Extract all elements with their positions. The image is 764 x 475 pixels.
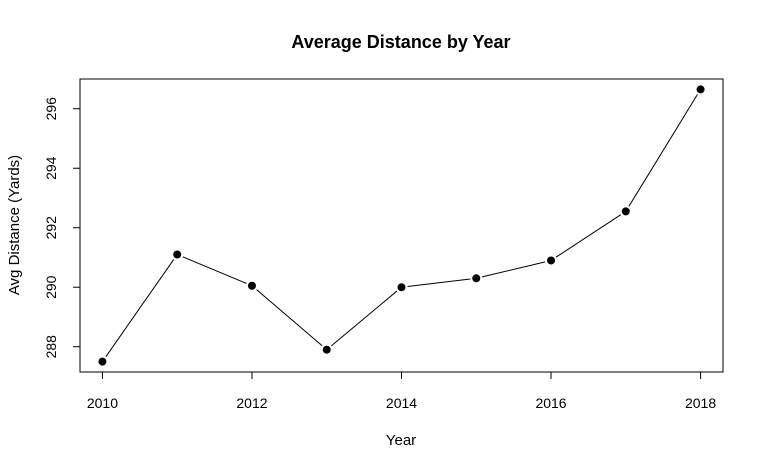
data-point — [472, 274, 481, 283]
plot-area-box — [79, 78, 724, 373]
y-axis-label: Avg Distance (Yards) — [6, 155, 23, 295]
data-point — [98, 357, 107, 366]
series-line-segment — [407, 278, 471, 288]
chart-title: Average Distance by Year — [291, 32, 510, 52]
series-line-segment — [105, 259, 175, 357]
y-tick-label: 288 — [43, 335, 59, 359]
data-point — [397, 283, 406, 292]
series-group — [98, 85, 705, 366]
x-tick-label: 2014 — [386, 395, 417, 411]
series-line-segment — [256, 289, 323, 347]
y-axis: 288 290 292 294 296 — [43, 97, 81, 359]
x-axis-label: Year — [386, 432, 416, 449]
y-tick-label: 292 — [43, 216, 59, 240]
data-point — [247, 281, 256, 290]
series-line-segment — [481, 261, 546, 278]
series-line-segment — [182, 256, 247, 284]
y-tick-label: 296 — [43, 97, 59, 121]
x-tick-label: 2016 — [535, 395, 566, 411]
series-line-segment — [331, 290, 398, 347]
x-tick-label: 2010 — [87, 395, 118, 411]
x-tick-label: 2018 — [685, 395, 716, 411]
data-point — [621, 207, 630, 216]
data-point — [322, 345, 331, 354]
data-point — [547, 256, 556, 265]
y-tick-label: 294 — [43, 156, 59, 180]
data-point — [696, 85, 705, 94]
y-tick-label: 290 — [43, 275, 59, 299]
x-tick-label: 2012 — [236, 395, 267, 411]
x-axis: 2010 2012 2014 2016 2018 — [87, 371, 716, 411]
series-line-segment — [555, 214, 622, 258]
data-point — [173, 250, 182, 259]
series-line-segment — [628, 94, 698, 207]
